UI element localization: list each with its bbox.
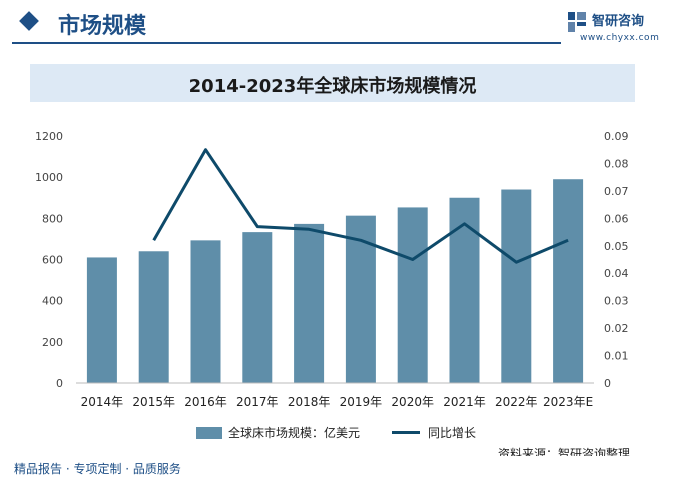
- right-tick-label: 0: [604, 377, 611, 390]
- x-tick-label: 2019年: [340, 395, 383, 409]
- left-tick-label: 400: [42, 295, 63, 308]
- x-tick-label: 2020年: [391, 395, 434, 409]
- bar: [397, 207, 428, 383]
- x-tick-label: 2017年: [236, 395, 279, 409]
- bar: [190, 240, 221, 383]
- brand-name: 智研咨询: [592, 14, 645, 29]
- x-tick-label: 2021年: [443, 395, 486, 409]
- legend-label-market-size: 全球床市场规模：亿美元: [228, 426, 361, 440]
- legend-line-swatch: [392, 431, 420, 434]
- bar-series: [86, 179, 584, 383]
- brand-url: www.chyxx.com: [580, 33, 660, 43]
- left-tick-label: 800: [42, 212, 63, 225]
- x-tick-label: 2023年E: [543, 395, 593, 409]
- right-tick-label: 0.07: [604, 185, 629, 198]
- bar: [449, 197, 480, 383]
- section-title: 市场规模: [58, 14, 147, 39]
- right-tick-label: 0.09: [604, 130, 629, 143]
- x-tick-label: 2018年: [288, 395, 331, 409]
- left-tick-label: 600: [42, 254, 63, 267]
- left-tick-label: 1000: [35, 171, 63, 184]
- legend-item-market-size: 全球床市场规模：亿美元: [196, 424, 360, 441]
- legend-bar-swatch: [196, 426, 222, 439]
- bar: [138, 251, 169, 383]
- brand-logo-icon: [568, 12, 586, 32]
- chart-title: 2014-2023年全球床市场规模情况: [188, 76, 477, 97]
- x-tick-label: 2016年: [184, 395, 227, 409]
- footer: 精品报告 · 专项定制 · 品质服务: [0, 456, 673, 490]
- left-tick-label: 0: [56, 377, 63, 390]
- right-tick-label: 0.05: [604, 240, 629, 253]
- right-axis: 0 0.01 0.02 0.03 0.04 0.05 0.06 0.07 0.08 0.09: [604, 130, 629, 390]
- bar: [86, 257, 117, 383]
- x-axis: 2014年 2015年 2016年 2017年 2018年 2019年 2020年 2021年…: [81, 395, 594, 409]
- footer-tagline: 精品报告 · 专项定制 · 品质服务: [14, 462, 181, 476]
- x-tick-label: 2014年: [81, 395, 124, 409]
- bar: [501, 189, 532, 383]
- left-axis: 0 200 400 600 800 1000 1200: [35, 130, 63, 390]
- right-tick-label: 0.08: [604, 157, 629, 170]
- bar: [553, 179, 584, 383]
- bar: [242, 232, 273, 383]
- right-tick-label: 0.02: [604, 322, 629, 335]
- left-tick-label: 1200: [35, 130, 63, 143]
- chart-title-band: 2014-2023年全球床市场规模情况: [30, 64, 635, 102]
- x-tick-label: 2022年: [495, 395, 538, 409]
- header-rule: [12, 42, 561, 44]
- legend: 全球床市场规模：亿美元 同比增长: [0, 424, 673, 444]
- legend-item-growth: 同比增长: [392, 424, 476, 441]
- right-tick-label: 0.06: [604, 212, 629, 225]
- x-tick-label: 2015年: [132, 395, 175, 409]
- left-tick-label: 200: [42, 336, 63, 349]
- right-tick-label: 0.01: [604, 350, 629, 363]
- right-tick-label: 0.03: [604, 295, 629, 308]
- right-tick-label: 0.04: [604, 267, 629, 280]
- legend-label-growth: 同比增长: [428, 426, 477, 440]
- header: 市场规模 智研咨询 www.chyxx.com: [0, 0, 673, 50]
- growth-line: [152, 148, 569, 264]
- bar: [294, 223, 325, 383]
